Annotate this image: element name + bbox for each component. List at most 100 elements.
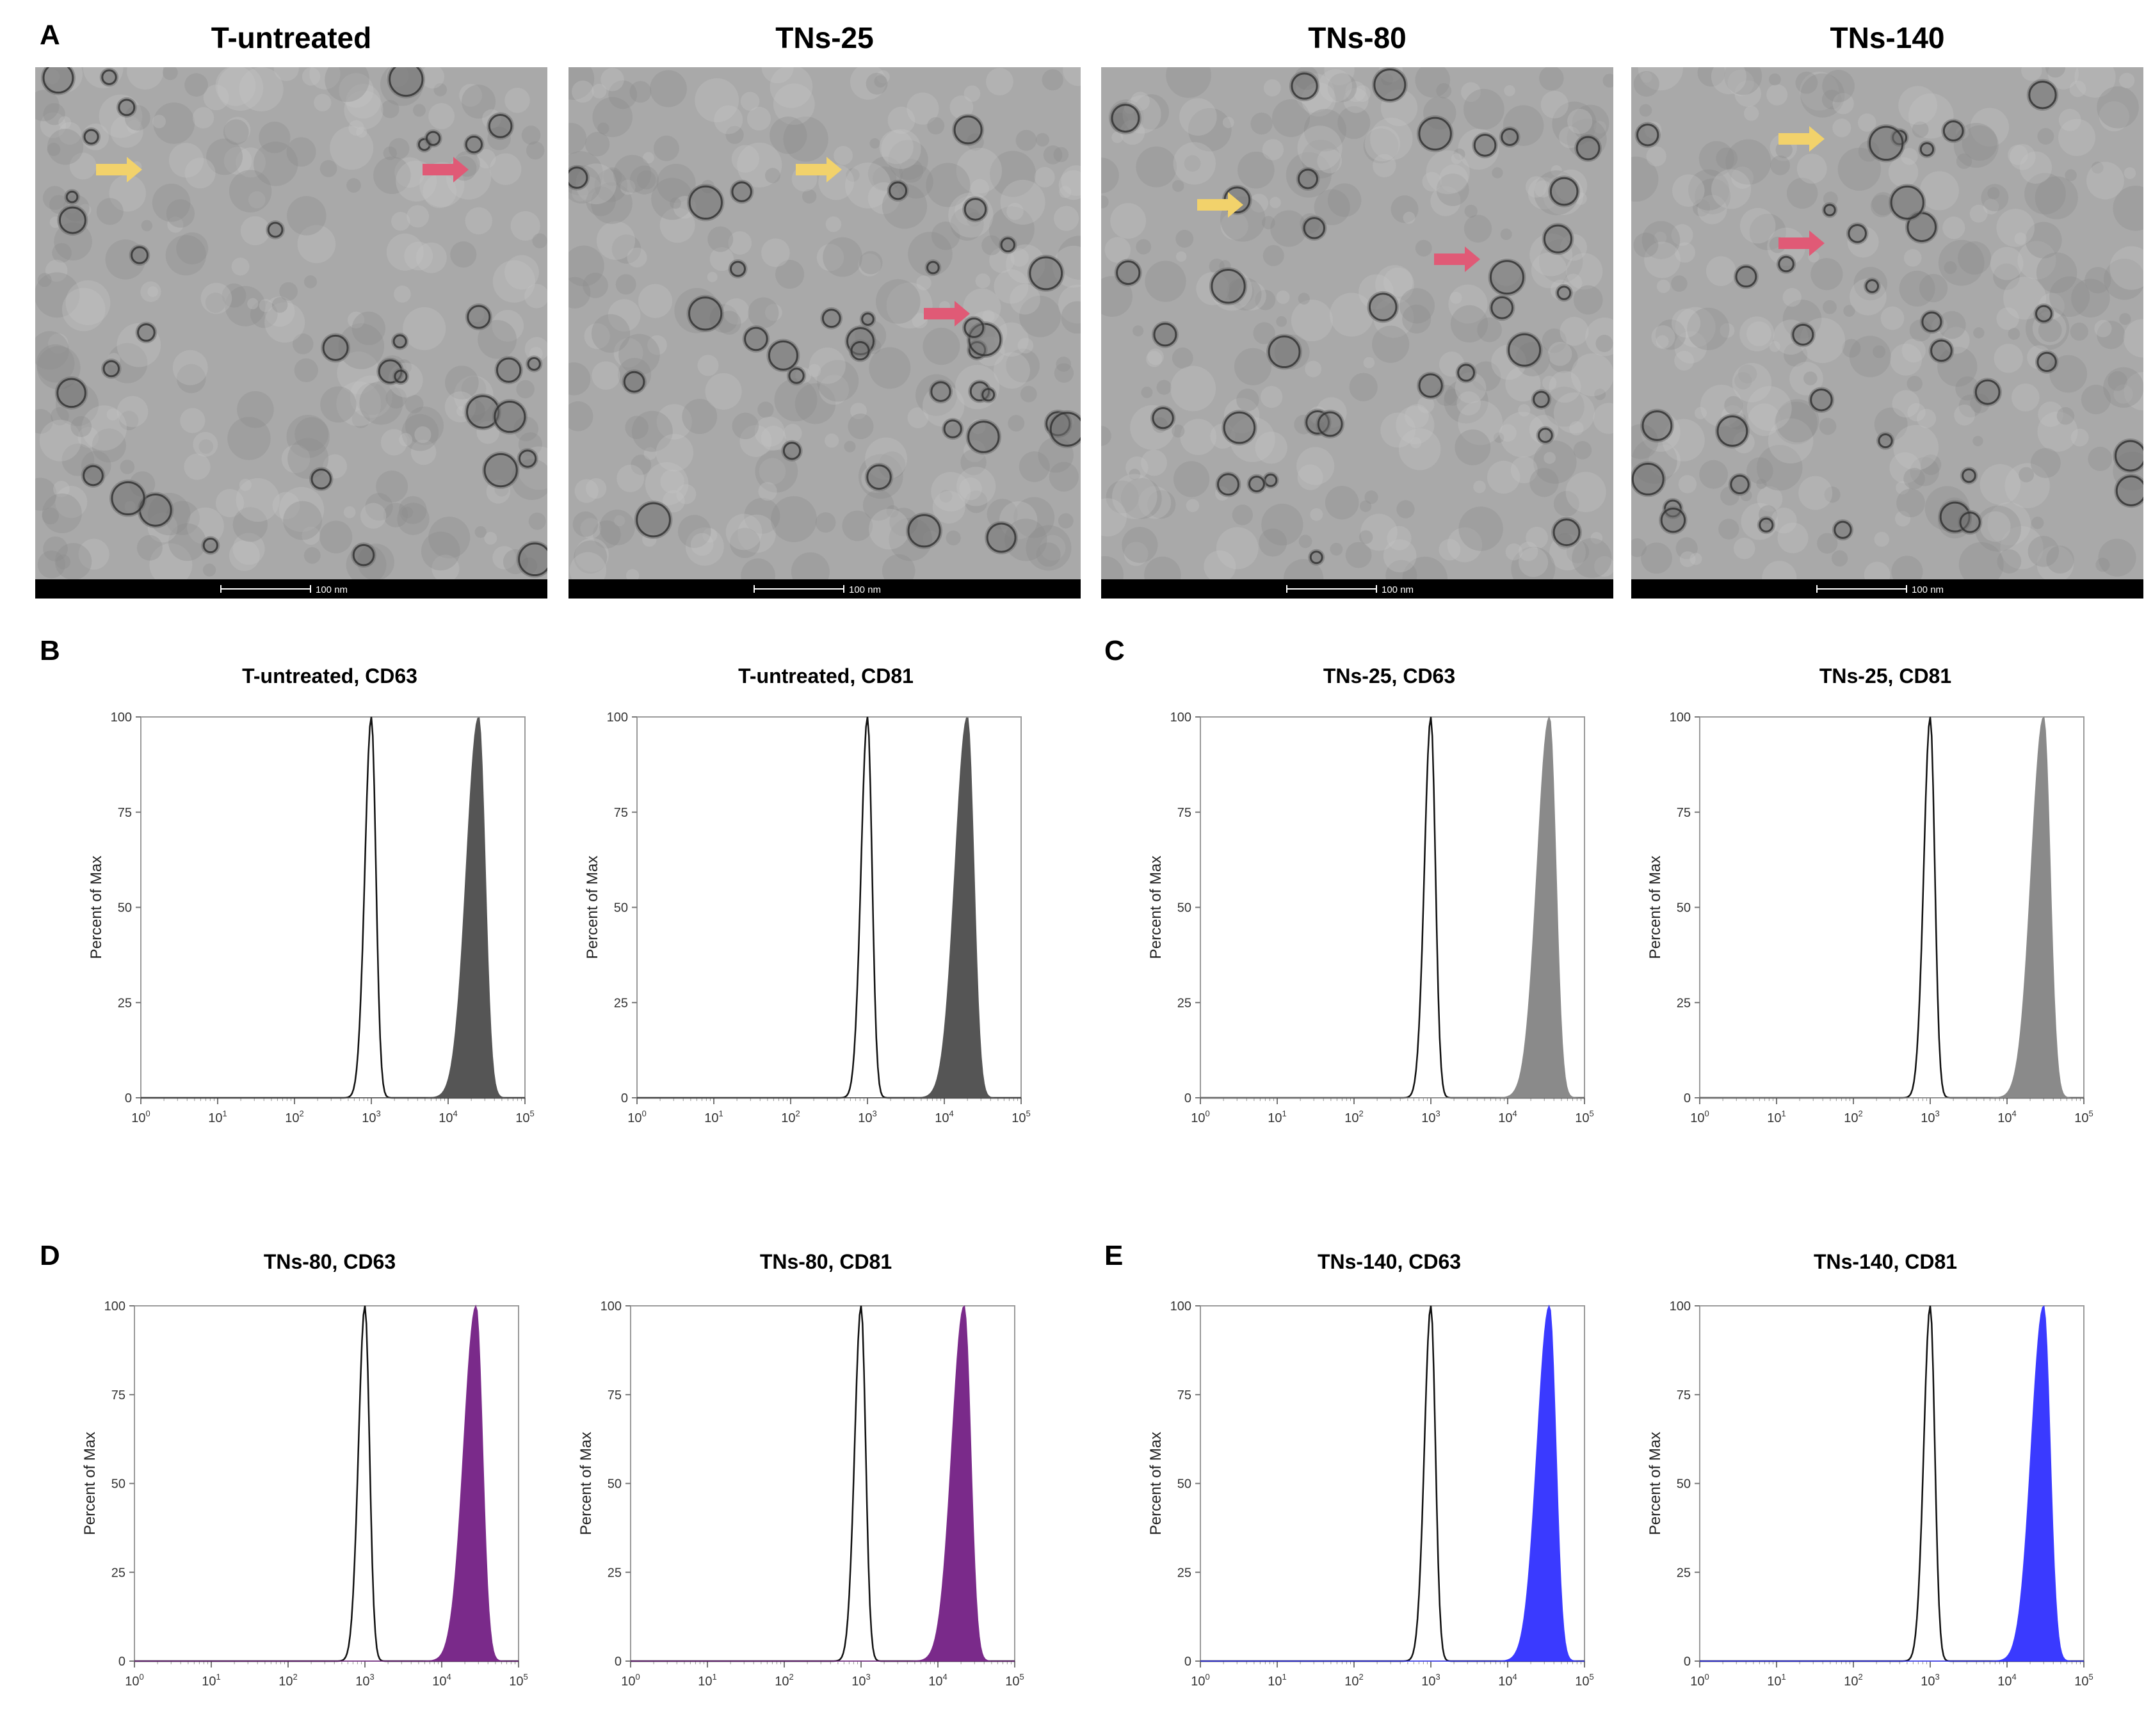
tem-texture-spot — [2025, 221, 2062, 259]
vesicle-membrane — [394, 369, 408, 383]
tem-texture-spot — [504, 255, 539, 290]
tem-texture-spot — [165, 235, 206, 276]
tem-texture-spot — [1111, 131, 1124, 143]
vesicle-membrane — [1552, 518, 1581, 547]
tem-texture-spot — [1054, 205, 1079, 231]
tem-texture-spot — [956, 467, 996, 506]
tem-texture-spot — [1042, 69, 1063, 91]
tem-texture-spot — [193, 431, 218, 457]
tem-texture-spot — [1768, 73, 1781, 86]
vesicle — [492, 399, 528, 435]
tem-texture-spot — [127, 120, 141, 134]
vesicle-membrane — [1508, 333, 1542, 367]
tem-texture-spot — [1705, 256, 1736, 286]
tem-texture-spot — [489, 153, 522, 186]
tem-texture-spot — [1688, 169, 1730, 211]
vesicle — [81, 463, 106, 488]
tem-texture-spot — [1263, 79, 1281, 97]
tem-texture-spot — [631, 454, 652, 476]
vesicle-membrane — [1549, 177, 1579, 206]
tem-texture-spot — [165, 501, 200, 535]
tem-texture-spot — [117, 396, 149, 428]
tem-texture-spot — [1255, 431, 1287, 464]
tem-texture-spot — [1451, 153, 1462, 165]
y-tick-label: 100 — [111, 711, 132, 725]
tem-texture-spot — [2071, 278, 2110, 317]
tem-texture-spot — [279, 282, 298, 301]
tem-texture-spot — [1570, 353, 1613, 397]
tem-texture-spot — [1439, 164, 1469, 193]
yellow-arrow-icon — [96, 157, 142, 182]
panel-letter-d: D — [40, 1240, 60, 1271]
x-tick-label: 102 — [1344, 1672, 1363, 1689]
tem-texture-spot — [2123, 319, 2143, 358]
vesicle-membrane — [1268, 335, 1301, 369]
tem-texture-spot — [223, 147, 252, 175]
tem-texture-spot — [1551, 165, 1562, 177]
tem-texture-spot — [907, 407, 929, 428]
tem-texture-spot — [989, 247, 1015, 273]
x-tick-label: 102 — [1844, 1672, 1862, 1689]
tem-texture-spot — [1172, 347, 1193, 369]
tem-texture-spot — [2028, 536, 2060, 567]
tem-texture-spot — [1448, 284, 1488, 324]
tem-texture-spot — [1955, 376, 1980, 401]
tem-texture-spot — [351, 410, 370, 428]
tem-texture-spot — [36, 344, 75, 383]
tem-texture-spot — [1291, 300, 1333, 342]
tem-texture-spot — [2058, 118, 2095, 156]
tem-texture-spot — [2097, 321, 2125, 350]
histogram: 0 25 50 75 100 Percent of Max 100 101 102 103 104 1… — [1136, 707, 1597, 1155]
vesicle-membrane — [1556, 285, 1572, 300]
x-tick-label: 105 — [509, 1672, 528, 1689]
tem-texture-spot — [1823, 191, 1838, 207]
tem-texture-spot — [574, 479, 599, 503]
tem-texture-spot — [757, 401, 774, 418]
tem-texture-spot — [410, 439, 437, 465]
tem-texture-spot — [1569, 421, 1584, 436]
tem-texture-spot — [1542, 376, 1557, 390]
tem-texture-spot — [1330, 543, 1343, 556]
tem-texture-spot — [1994, 344, 2023, 373]
vesicle — [1316, 410, 1345, 438]
tem-texture-spot — [1234, 348, 1272, 385]
tem-texture-spot — [319, 160, 337, 177]
tem-texture-spot — [1458, 400, 1503, 446]
tem-texture-spot — [1297, 464, 1323, 490]
tem-texture-spot — [707, 271, 718, 282]
vesicle — [906, 512, 943, 549]
tem-texture-spot — [1958, 241, 1992, 275]
tem-texture-spot — [1903, 467, 1925, 490]
x-tick-label: 100 — [131, 1109, 150, 1125]
vesicle-membrane — [131, 246, 149, 264]
tem-texture-spot — [53, 481, 70, 497]
tem-texture-spot — [330, 126, 374, 170]
tem-texture-spot — [2021, 67, 2042, 81]
tem-texture-spot — [732, 412, 759, 440]
tem-texture-spot — [1987, 187, 2000, 200]
tem-texture-spot — [1718, 518, 1739, 540]
vesicle-membrane — [1116, 260, 1141, 285]
tem-svg: 100 nm — [1101, 67, 1613, 599]
vesicle — [1209, 267, 1248, 305]
tem-texture-spot — [1456, 391, 1481, 415]
tem-texture-spot — [1694, 406, 1707, 419]
tem-texture-spot — [407, 205, 430, 228]
tem-texture-spot — [764, 168, 780, 184]
tem-texture-spot — [746, 106, 771, 131]
tem-texture-spot — [815, 512, 836, 533]
tem-texture-spot — [949, 95, 974, 119]
tem-texture-spot — [55, 486, 88, 518]
histogram-title: TNs-80, CD81 — [759, 1250, 892, 1273]
vesicle — [516, 541, 547, 578]
x-tick-label: 104 — [1997, 1672, 2016, 1689]
tem-texture-spot — [1819, 417, 1837, 435]
histogram-title: T-untreated, CD63 — [242, 664, 417, 687]
tem-texture-spot — [492, 260, 536, 303]
tem-texture-spot — [1133, 325, 1144, 337]
tem-texture-spot — [227, 417, 271, 460]
vesicle-membrane — [58, 206, 86, 234]
tem-texture-spot — [2086, 161, 2124, 200]
tem-texture-spot — [1529, 467, 1559, 497]
tem-texture-spot — [278, 486, 325, 533]
